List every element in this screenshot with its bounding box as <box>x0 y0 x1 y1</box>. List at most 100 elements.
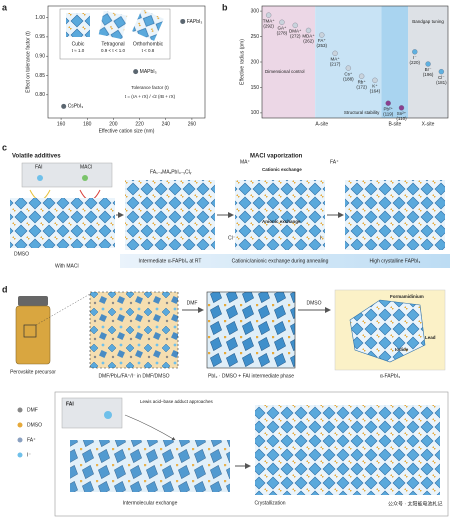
y-axis-label: Effect on tolerance factor (t) <box>25 31 31 93</box>
caption: DMF/PbI₂/FA⁺/I⁻ in DMF/DMSO <box>98 373 169 379</box>
lattice <box>255 405 440 495</box>
label: FA⁺ <box>330 159 339 165</box>
lattice <box>125 180 215 250</box>
y-tick-label: 250 <box>251 34 260 40</box>
y-tick-label: 0.95 <box>35 34 45 40</box>
value-label: (278) <box>277 30 288 35</box>
site-label: A-site <box>315 121 328 127</box>
point <box>332 50 338 56</box>
point <box>412 49 418 55</box>
y-tick-label: 1.00 <box>35 15 45 21</box>
category-label: MDA⁺ <box>302 34 315 39</box>
caption: Perovskite precursor <box>10 369 56 375</box>
chart-b: 100 150 200 250 300 Effective radius (pm) A-si… <box>239 5 449 127</box>
x-tick-label: 180 <box>83 121 92 127</box>
point <box>61 103 67 109</box>
solution <box>89 291 179 369</box>
value-label: (164) <box>370 89 381 94</box>
legend-label: FA⁺ <box>27 437 36 443</box>
zoom-box <box>23 324 37 338</box>
phase-name: Tetragonal <box>101 41 124 47</box>
caption: Cationic/anionic exchange during anneali… <box>232 258 329 264</box>
category-label: Cl⁻ <box>438 75 445 80</box>
caption: PbI₂ · DMSO + FAI intermediate phase <box>208 373 294 379</box>
point <box>345 65 352 71</box>
region-label: Bandgap tuning <box>412 19 444 24</box>
point <box>425 61 431 67</box>
phase-name: Cubic <box>72 41 85 47</box>
point-label: FAPbI₃ <box>187 19 203 25</box>
point-label: MAPbI₃ <box>140 69 157 75</box>
value-label: (272) <box>290 34 301 39</box>
region-bg <box>381 6 409 118</box>
legend-label: DMF <box>27 407 38 413</box>
panel-label: b <box>222 2 228 12</box>
chart-a: 160 180 200 220 240 260 0.80 0.85 0.90 0.95 1.00 Ef… <box>25 5 206 134</box>
formula: t = (rA + rX) / √2 (rB + rX) <box>125 94 176 99</box>
ion <box>82 175 88 181</box>
arrow <box>124 414 176 441</box>
x-axis-label: Effective cation size (nm) <box>99 128 155 134</box>
lattice <box>70 440 230 492</box>
process-bar <box>120 254 450 268</box>
category-label: Cs⁺ <box>344 71 352 76</box>
category-label: MA⁺ <box>331 57 341 62</box>
zoom-line <box>35 293 91 326</box>
legend-icon <box>17 452 23 458</box>
point <box>133 69 139 75</box>
label: MA⁺ <box>240 159 251 165</box>
point <box>398 105 405 111</box>
phase-range: t ≈ 1.0 <box>72 48 85 53</box>
value-label: (253) <box>317 43 328 48</box>
legend-icon <box>17 437 23 443</box>
category-label: I⁻ <box>413 55 417 60</box>
label: Lewis acid–base adduct approaches <box>140 399 214 404</box>
point <box>438 69 445 75</box>
value-label: (181) <box>436 80 447 85</box>
legend-label: DMSO <box>27 422 42 428</box>
lattice <box>345 180 445 250</box>
caption: Intermediate α-FAPbI₃ at RT <box>139 258 202 264</box>
point-label: CsPbI₃ <box>68 104 84 110</box>
legend-icon <box>17 407 23 413</box>
y-tick-label: 0.90 <box>35 54 45 60</box>
label: Iodide <box>395 347 409 352</box>
label: DMSO <box>14 251 29 257</box>
value-label: (119) <box>383 111 394 116</box>
label: Cl⁻ <box>228 235 236 241</box>
caption: High crystalline FAPbI₃ <box>370 258 421 264</box>
label: I⁻ <box>320 235 324 241</box>
y-tick-label: 200 <box>251 59 260 65</box>
x-tick-label: 200 <box>109 121 118 127</box>
value-label: (110) <box>396 116 407 121</box>
y-tick-label: 300 <box>251 8 260 14</box>
label: FAI <box>35 164 43 170</box>
y-tick-label: 100 <box>251 110 260 116</box>
y-tick-label: 150 <box>251 85 260 91</box>
label: MACl <box>80 164 92 170</box>
panel-c: Volatile additives FAI MACl DMSO With MA… <box>10 154 450 269</box>
point <box>358 73 365 79</box>
y-tick-label: 0.85 <box>35 73 45 79</box>
point <box>385 100 391 106</box>
point <box>319 32 325 38</box>
value-label: (188) <box>343 76 354 81</box>
heading: Volatile additives <box>12 154 61 160</box>
phase-crystal <box>66 13 90 37</box>
label: FAI <box>66 401 74 407</box>
point <box>305 27 312 34</box>
label: With MACl <box>55 263 79 269</box>
region-label: Dimensional control <box>265 69 305 74</box>
phase-range: t < 0.8 <box>142 48 155 53</box>
ion <box>37 175 43 181</box>
panel-d: Perovskite precursor DMF/PbI₂/FA⁺/I⁻ in … <box>10 289 449 517</box>
region-label: Structural stability <box>344 110 380 115</box>
x-tick-label: 240 <box>162 121 171 127</box>
panel-label: c <box>2 142 7 152</box>
phase-crystal <box>132 9 164 41</box>
category-label: Sn²⁺ <box>397 111 407 116</box>
label: DMF <box>187 300 198 306</box>
formula: FA₁₋ₓMAₓPbI₃₋ᵧClᵧ <box>150 169 192 175</box>
phase-crystal <box>98 10 128 40</box>
category-label: Pb²⁺ <box>384 106 394 111</box>
